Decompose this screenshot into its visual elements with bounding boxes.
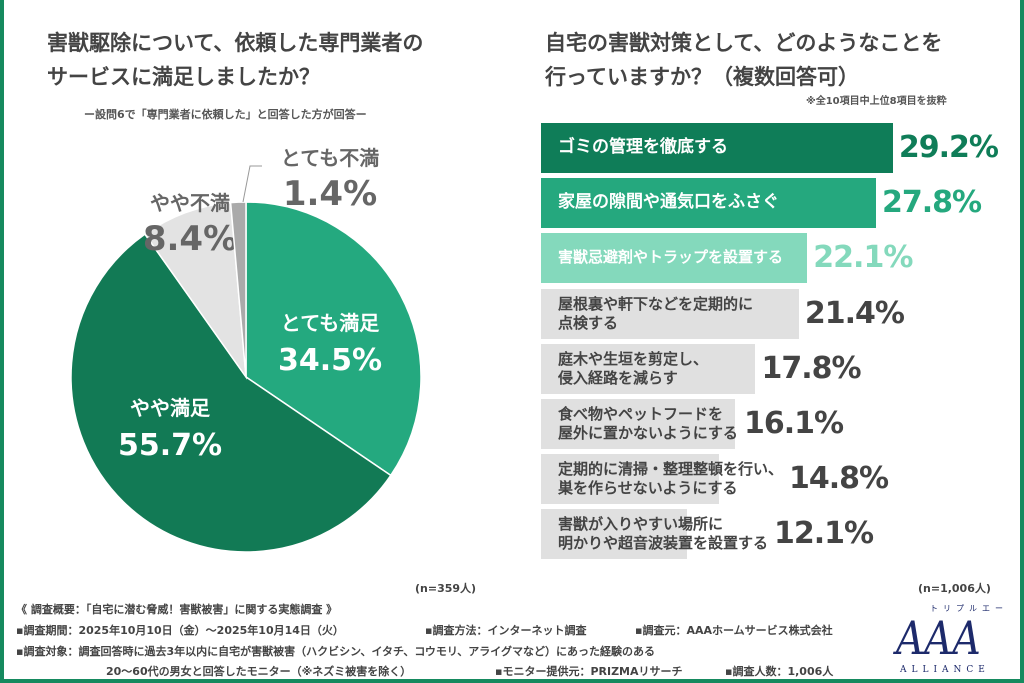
logo-ruby: トリプルエー xyxy=(930,604,1008,613)
pie-title: 害獣駆除について、依頼した専門業者の サービスに満足しましたか？ xyxy=(47,31,424,89)
pie-slice-value: 55.7% xyxy=(118,428,222,463)
bar xyxy=(541,454,720,505)
pie-subtitle: ー設問6で「専門業者に依頼した」と回答した方が回答ー xyxy=(84,108,367,121)
bar-note: ※全10項目中上位8項目を抜粋 xyxy=(806,96,947,107)
bar-value: 17.8% xyxy=(761,350,861,386)
logo-main: AAA xyxy=(896,611,981,665)
leader-line xyxy=(242,165,262,203)
logo-sub: ALLIANCE xyxy=(900,665,990,675)
bar xyxy=(541,123,893,173)
footer-period: ▪調査期間：2025年10月10日（金）～2025年10月14日（火） xyxy=(16,624,344,637)
footer-method: ▪調査方法：インターネット調査 xyxy=(425,624,587,637)
bar-label: 家屋の隙間や通気口をふさぐ xyxy=(558,192,779,213)
bar xyxy=(541,509,687,560)
bar xyxy=(541,178,876,229)
footer-target2: 20～60代の男女と回答したモニター（※ネズミ被害を除く） xyxy=(106,665,412,678)
footer-provider: ▪モニター提供元：PRIZMAリサーチ xyxy=(495,665,683,678)
pie-slice-label: やや満足 xyxy=(130,396,211,420)
pie-slice-value: 1.4% xyxy=(283,174,377,214)
bar-value: 21.4% xyxy=(804,295,905,331)
pie-slice-label: とても満足 xyxy=(281,311,380,335)
pie-chart: とても満足 34.5% やや満足 55.7% やや不満 8.4% とても不満 1.4% xyxy=(70,146,422,553)
bar-label: 屋根裏や軒下などを定期的に 点検する xyxy=(558,294,754,332)
pie-slice xyxy=(245,201,422,477)
footer-count: ▪調査人数：1,006人 xyxy=(725,665,834,678)
bar-label: 害獣忌避剤やトラップを設置する xyxy=(558,248,784,267)
bar xyxy=(541,233,808,284)
pie-n-label: (n=359人) xyxy=(415,582,477,595)
pie-slice-label: とても不満 xyxy=(281,146,379,170)
footer-overview: 《 調査概要：「自宅に潜む脅威！害獣被害」に関する実態調査 》 xyxy=(16,603,338,616)
bar-title: 自宅の害獣対策として、どのようなことを 行っていますか？（複数回答可） xyxy=(545,31,943,89)
bar xyxy=(541,399,735,449)
bar-value: 29.2% xyxy=(898,130,999,165)
bar-label: 食べ物やペットフードを 屋外に置かないようにする xyxy=(558,405,738,442)
bar-n-label: (n=1,006人) xyxy=(918,582,991,595)
bar-label: 害獣が入りやすい場所に 明かりや超音波装置を設置する xyxy=(558,515,769,553)
bar-label: 庭木や生垣を剪定し、 侵入経路を減らす xyxy=(558,349,709,387)
pie-slice-value: 8.4% xyxy=(143,219,237,259)
bar-value: 12.1% xyxy=(774,516,874,552)
bar-value: 16.1% xyxy=(744,406,844,441)
pie-slice xyxy=(229,201,247,378)
bar-value: 22.1% xyxy=(813,240,913,276)
pie-slice xyxy=(70,233,392,553)
pie-slice-label: やや不満 xyxy=(150,191,230,215)
bar xyxy=(541,343,756,394)
bar-value: 14.8% xyxy=(789,461,889,497)
pie-slice xyxy=(143,201,247,380)
pie-slice-value: 34.5% xyxy=(278,343,382,378)
footer-source: ▪調査元：AAAホームサービス株式会社 xyxy=(635,624,833,637)
bar-label: ゴミの管理を徹底する xyxy=(558,137,728,157)
bar-value: 27.8% xyxy=(881,185,982,221)
bar xyxy=(541,288,799,339)
bar-label: 定期的に清掃・整理整頓を行い、 巣を作らせないようにする xyxy=(558,460,784,498)
footer-target: ▪調査対象：調査回答時に過去3年以内に自宅が害獣被害（ハクビシン、イタチ、コウモ… xyxy=(16,645,656,658)
